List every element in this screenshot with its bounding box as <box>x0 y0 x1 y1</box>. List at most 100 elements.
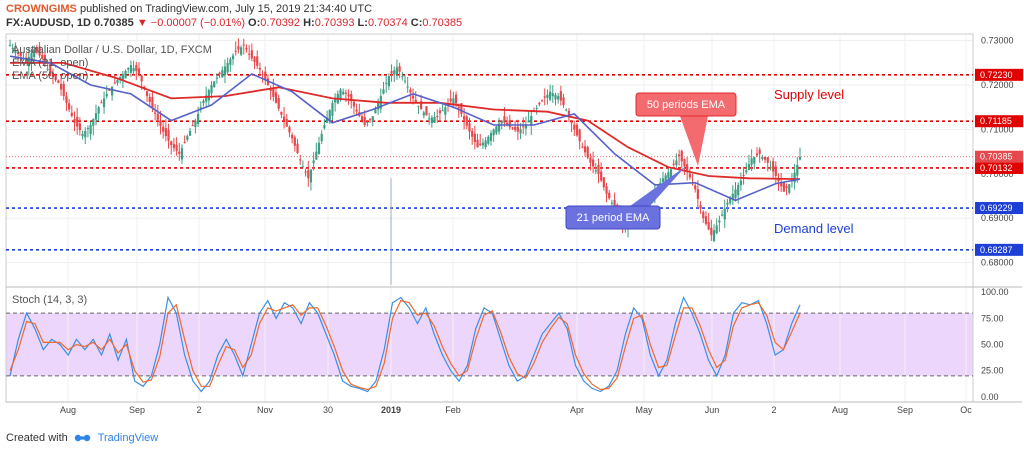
ema50-callout-text: 50 periods EMA <box>647 99 726 111</box>
publisher-name[interactable]: CROWNGIMS <box>6 3 77 15</box>
candle-body <box>425 106 428 116</box>
candle-body <box>454 94 458 104</box>
stoch-axis-label: 50.00 <box>981 340 1004 350</box>
candle-body <box>492 129 495 136</box>
candle-body <box>291 134 294 139</box>
candle-body <box>696 189 699 199</box>
candle-body <box>422 112 425 116</box>
candle-body <box>535 107 538 109</box>
candle-body <box>414 99 417 103</box>
candle-body <box>737 184 740 196</box>
candle-body <box>452 98 455 106</box>
candle-body <box>274 92 278 103</box>
level-price-label: 0.71185 <box>980 116 1012 126</box>
candle-body <box>127 68 130 70</box>
candle-body <box>170 141 173 145</box>
stoch-band <box>6 313 973 376</box>
candle-body <box>780 182 783 187</box>
candle-body <box>377 102 380 110</box>
candle-body <box>438 110 442 114</box>
candle-body <box>511 127 514 129</box>
ema21-legend: EMA (21, open) <box>12 57 89 69</box>
candle-body <box>213 81 216 88</box>
candle-body <box>196 113 200 124</box>
level-price-tag <box>975 243 1023 256</box>
candle-body <box>471 130 474 137</box>
candle-body <box>94 113 98 120</box>
candle-body <box>8 45 12 47</box>
time-axis-label: Oc <box>960 405 972 415</box>
time-axis-label: Aug <box>60 405 76 415</box>
candle-body <box>436 116 439 118</box>
candle-body <box>315 151 318 160</box>
candle-body <box>500 120 503 124</box>
candle-body <box>777 179 780 182</box>
candle-body <box>304 171 307 173</box>
candle-body <box>325 117 329 123</box>
candle-body <box>457 106 460 109</box>
candle-body <box>135 65 138 71</box>
candle-body <box>35 47 38 53</box>
candle-body <box>672 163 675 165</box>
ema50-legend: EMA (50, open) <box>12 70 89 82</box>
candle-body <box>207 90 210 101</box>
candle-body <box>699 205 702 209</box>
candle-body <box>449 98 452 102</box>
candle-body <box>129 65 133 73</box>
candle-body <box>723 208 726 220</box>
candle-body <box>704 216 708 224</box>
candle-body <box>409 89 412 93</box>
candle-body <box>750 158 753 165</box>
candle-body <box>583 146 587 153</box>
candle-body <box>46 68 49 70</box>
candle-body <box>148 96 151 103</box>
candle-body <box>282 116 286 121</box>
open-value: 0.70392 <box>260 17 301 29</box>
candle-body <box>589 157 592 163</box>
candle-body <box>162 126 165 132</box>
down-arrow-icon: ▼ <box>136 17 148 29</box>
candle-body <box>111 86 114 96</box>
candle-body <box>194 120 197 128</box>
stoch-line <box>9 295 801 393</box>
candle-body <box>508 119 511 128</box>
candle-body <box>393 70 396 75</box>
candle-body <box>108 89 111 91</box>
tradingview-link[interactable]: TradingView <box>97 432 159 444</box>
candle-body <box>221 70 224 78</box>
candle-body <box>167 129 170 141</box>
time-axis-label: Sep <box>897 405 913 415</box>
candle-body <box>342 91 345 95</box>
candle-body <box>180 147 184 160</box>
candle-body <box>234 50 237 52</box>
candle-body <box>78 123 81 131</box>
candle-body <box>747 164 751 171</box>
candle-body <box>739 180 742 186</box>
candle-body <box>296 143 299 154</box>
candle-body <box>495 126 498 134</box>
candle-body <box>441 110 444 112</box>
candle-body <box>350 94 353 102</box>
candle-body <box>253 57 256 63</box>
candle-body <box>602 177 605 188</box>
candle-body <box>137 68 141 74</box>
candle-body <box>758 149 761 154</box>
level-price-label: 0.70132 <box>980 163 1013 173</box>
candle-body <box>374 109 377 114</box>
candle-body <box>100 102 103 104</box>
candle-body <box>524 124 528 129</box>
candle-body <box>132 68 135 72</box>
ema50-callout <box>635 92 737 117</box>
candle-body <box>594 170 597 172</box>
candle-body <box>328 110 331 121</box>
close-label: C: <box>410 17 423 29</box>
candle-body <box>145 91 149 97</box>
last-price-tag <box>975 150 1023 163</box>
candle-body <box>14 51 17 54</box>
candle-body <box>344 92 347 94</box>
price-axis-label: 0.71000 <box>981 124 1014 134</box>
demand-level-label: Demand level <box>774 221 854 236</box>
stoch-axis-label: 100.00 <box>981 287 1009 297</box>
candle-body <box>586 147 589 158</box>
candle-body <box>307 170 310 179</box>
